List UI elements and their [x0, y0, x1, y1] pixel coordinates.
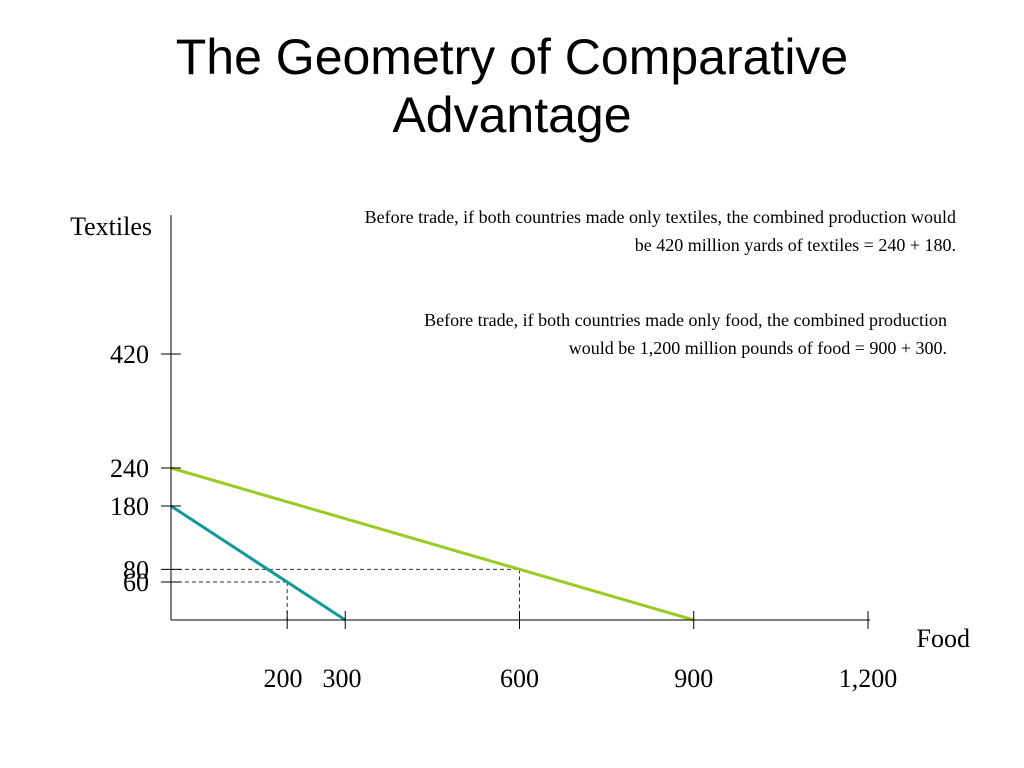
note-food-total: Before trade, if both countries made onl…	[424, 306, 947, 362]
x-tick-label-4: 1,200	[839, 664, 898, 693]
x-tick-label-3: 900	[674, 664, 713, 693]
x-tick-label-1: 300	[323, 664, 362, 693]
note-food-line-2: would be 1,200 million pounds of food = …	[568, 338, 947, 358]
note-textiles-line-2: be 420 million yards of textiles = 240 +…	[634, 235, 956, 255]
slide-title: The Geometry of Comparative Advantage	[0, 28, 1024, 144]
series-line-1	[170, 504, 347, 622]
note-textiles-line-1: Before trade, if both countries made onl…	[364, 207, 956, 227]
x-tick-label-2: 600	[500, 664, 539, 693]
x-tick-label-0: 200	[264, 664, 303, 693]
series-line-0	[170, 466, 695, 622]
slide-title-line-2: Advantage	[392, 87, 632, 143]
y-tick-label-2: 180	[110, 492, 149, 521]
y-tick-label-4: 60	[123, 568, 149, 597]
axes-layer: Textiles Food	[70, 212, 970, 653]
x-axis-label: Food	[917, 624, 970, 653]
note-textiles-total: Before trade, if both countries made onl…	[365, 203, 956, 259]
y-axis-label: Textiles	[70, 212, 152, 241]
y-tick-label-1: 240	[110, 454, 149, 483]
y-tick-label-3: 80	[123, 555, 149, 584]
series-layer	[170, 466, 695, 622]
y-tick-label-0: 420	[110, 340, 149, 369]
slide-title-line-1: The Geometry of Comparative	[175, 29, 849, 85]
note-food-line-1: Before trade, if both countries made onl…	[424, 310, 947, 330]
